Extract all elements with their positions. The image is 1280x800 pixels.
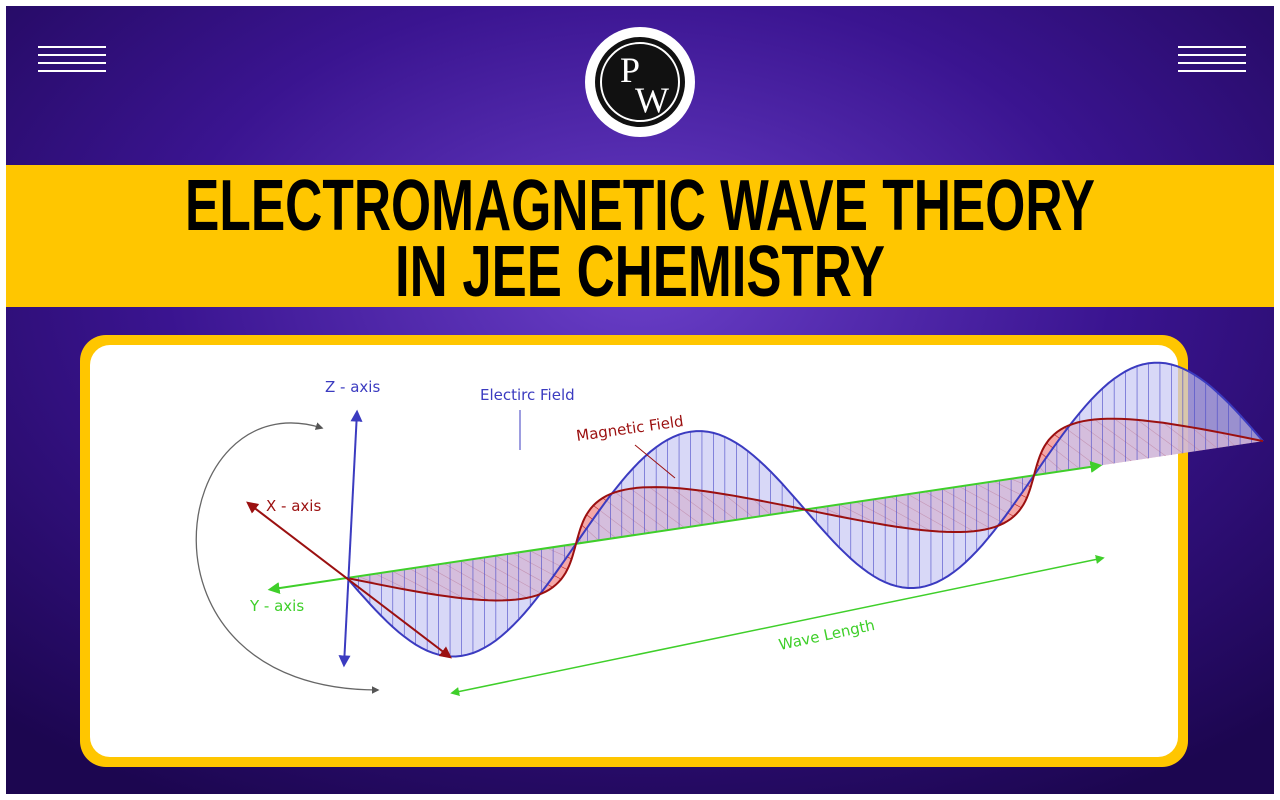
menu-lines-left [38, 46, 106, 72]
axis-label: Y - axis [249, 597, 304, 615]
axis-label: X - axis [266, 497, 321, 515]
wave-length-arrow [450, 555, 1105, 696]
title-line: IN JEE CHEMISTRY [395, 232, 885, 312]
logo: P W [585, 27, 695, 137]
card [90, 345, 1178, 757]
x-axis [246, 501, 452, 659]
title-line: ELECTROMAGNETIC WAVE THEORY [185, 166, 1095, 246]
logo-letter: P [620, 50, 640, 90]
pointer [634, 444, 676, 479]
menu-lines-right [1178, 46, 1246, 72]
field-label: Electirc Field [480, 386, 575, 404]
rotation-arc [195, 422, 380, 694]
title-band [6, 165, 1274, 307]
axis-label: Z - axis [325, 378, 380, 396]
logo-letter: W [635, 80, 669, 120]
